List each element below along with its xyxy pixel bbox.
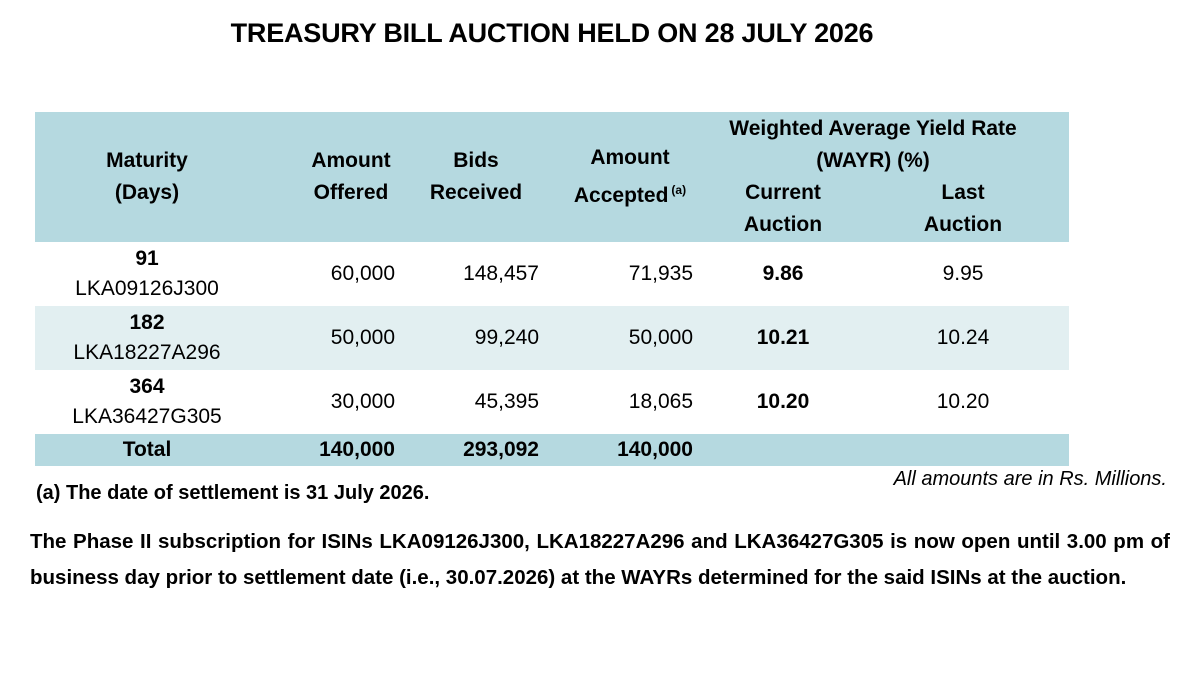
total-accepted: 140,000 <box>617 438 693 461</box>
auction-table: Maturity (Days) Amount Offered Bids Rece… <box>35 112 1069 466</box>
maturity-cell: 182 LKA18227A296 <box>73 311 221 364</box>
last-wayr-cell: 9.95 <box>942 262 984 285</box>
current-wayr-cell: 10.21 <box>756 326 810 349</box>
header-maturity: Maturity (Days) <box>106 149 188 204</box>
header-bids-received: Bids Received <box>429 149 523 204</box>
maturity-cell: 364 LKA36427G305 <box>72 375 222 428</box>
last-wayr-cell: 10.20 <box>936 390 990 413</box>
page-title: TREASURY BILL AUCTION HELD ON 28 JULY 20… <box>230 18 874 48</box>
amount-accepted-cell: 18,065 <box>628 390 693 413</box>
amount-accepted-cell: 50,000 <box>628 326 693 349</box>
total-bids: 293,092 <box>463 438 539 461</box>
header-wayr: Weighted Average Yield Rate (WAYR) (%) C… <box>693 113 1053 241</box>
table-header: Maturity (Days) Amount Offered Bids Rece… <box>35 112 1069 242</box>
last-wayr-cell: 10.24 <box>936 326 990 349</box>
amount-offered-cell: 30,000 <box>330 390 395 413</box>
bids-received-cell: 99,240 <box>474 326 539 349</box>
units-note: All amounts are in Rs. Millions. <box>893 468 1167 490</box>
current-wayr-cell: 9.86 <box>762 262 804 285</box>
header-amount-accepted: Amount Accepted (a) <box>573 146 687 207</box>
header-amount-offered: Amount Offered <box>311 149 391 204</box>
phase-two-notice: The Phase II subscription for ISINs LKA0… <box>30 530 1170 589</box>
footnote-marker: (a) <box>671 183 687 197</box>
table-row: 91 LKA09126J300 60,000 148,457 71,935 9.… <box>35 242 1069 306</box>
current-wayr-cell: 10.20 <box>756 390 810 413</box>
total-offered: 140,000 <box>319 438 395 461</box>
amount-accepted-cell: 71,935 <box>628 262 693 285</box>
bids-received-cell: 45,395 <box>474 390 539 413</box>
maturity-cell: 91 LKA09126J300 <box>75 247 219 300</box>
settlement-note: (a) The date of settlement is 31 July 20… <box>36 482 430 504</box>
header-current-auction: Current Auction <box>743 181 823 236</box>
header-last-auction: Last Auction <box>923 181 1003 236</box>
amount-offered-cell: 60,000 <box>330 262 395 285</box>
bids-received-cell: 148,457 <box>463 262 539 285</box>
total-label: Total <box>122 438 172 461</box>
table-row: 364 LKA36427G305 30,000 45,395 18,065 10… <box>35 370 1069 434</box>
amount-offered-cell: 50,000 <box>330 326 395 349</box>
table-row: 182 LKA18227A296 50,000 99,240 50,000 10… <box>35 306 1069 370</box>
total-row: Total 140,000 293,092 140,000 <box>35 434 1069 466</box>
